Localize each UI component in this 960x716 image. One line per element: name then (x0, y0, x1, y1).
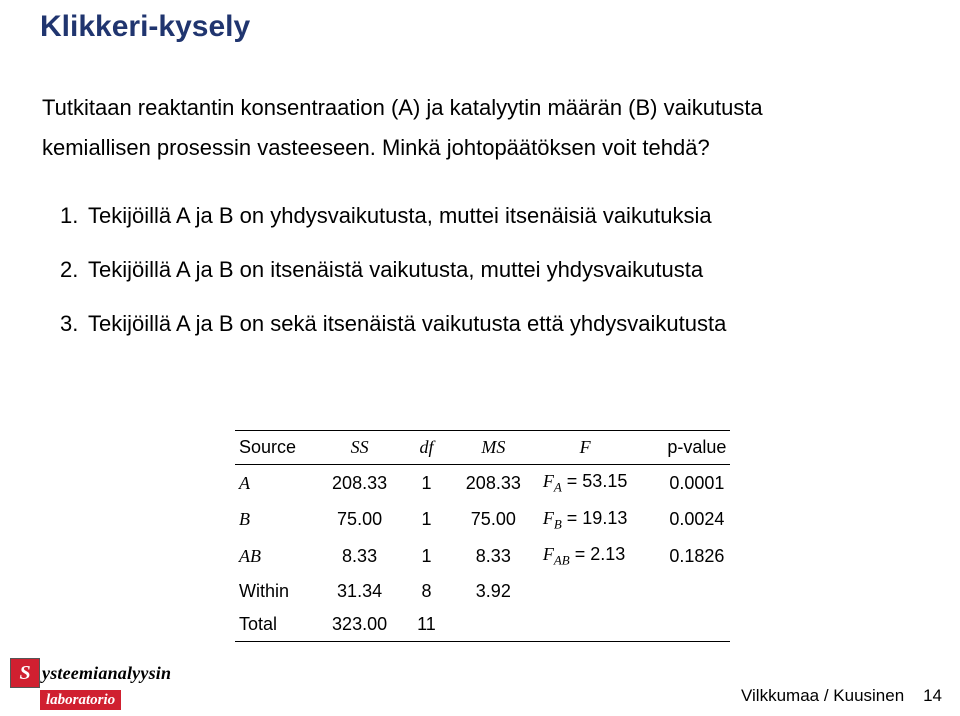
cell-source: B (235, 502, 320, 539)
th-ms: MS (454, 431, 539, 465)
cell-df: 1 (405, 538, 454, 575)
cell-df: 1 (405, 502, 454, 539)
cell-df: 1 (405, 465, 454, 502)
cell-p: 0.1826 (655, 538, 730, 575)
cell-f: FAB = 2.13 (539, 538, 655, 575)
cell-ms: 75.00 (454, 502, 539, 539)
cell-ss: 75.00 (320, 502, 405, 539)
list-text: Tekijöillä A ja B on itsenäistä vaikutus… (88, 254, 703, 286)
table-row: Within31.3483.92 (235, 575, 730, 608)
cell-ms (454, 608, 539, 642)
cell-source: AB (235, 538, 320, 575)
intro-line1-b: rän (B) vaikutusta (590, 95, 762, 120)
cell-source: A (235, 465, 320, 502)
list-item: 3. Tekijöillä A ja B on sekä itsenäistä … (60, 308, 920, 340)
logo-line1: ysteemianalyysin (42, 663, 171, 684)
intro-paragraph: Tutkitaan reaktantin konsentraation (A) … (42, 92, 922, 172)
cell-source: Within (235, 575, 320, 608)
anova-table: Source SS df MS F p-value A208.331208.33… (235, 430, 730, 642)
intro-line1-a: Tutkitaan reaktantin konsentraation (A) … (42, 95, 566, 120)
list-item: 1. Tekijöillä A ja B on yhdysvaikutusta,… (60, 200, 920, 232)
cell-ss: 8.33 (320, 538, 405, 575)
lab-logo: S ysteemianalyysin laboratorio (10, 658, 200, 710)
numbered-list: 1. Tekijöillä A ja B on yhdysvaikutusta,… (60, 200, 920, 362)
cell-ss: 323.00 (320, 608, 405, 642)
intro-line2: kemiallisen prosessin vasteeseen. Minkä … (42, 132, 922, 164)
list-text: Tekijöillä A ja B on yhdysvaikutusta, mu… (88, 200, 712, 232)
table-row: B75.00175.00FB = 19.130.0024 (235, 502, 730, 539)
cell-df: 8 (405, 575, 454, 608)
footer-text: Vilkkumaa / Kuusinen (741, 686, 904, 705)
list-num: 1. (60, 200, 88, 232)
th-f: F (539, 431, 655, 465)
th-source: Source (235, 431, 320, 465)
cell-df: 11 (405, 608, 454, 642)
table-row: Total323.0011 (235, 608, 730, 642)
cell-f: FB = 19.13 (539, 502, 655, 539)
th-ss: SS (320, 431, 405, 465)
th-p: p-value (655, 431, 730, 465)
cell-ss: 208.33 (320, 465, 405, 502)
cell-source: Total (235, 608, 320, 642)
cell-p (655, 608, 730, 642)
cell-p: 0.0001 (655, 465, 730, 502)
cell-p (655, 575, 730, 608)
cell-f (539, 608, 655, 642)
cell-ms: 8.33 (454, 538, 539, 575)
footer-page: 14 (923, 686, 942, 705)
cell-p: 0.0024 (655, 502, 730, 539)
intro-line1-mid: ää (566, 95, 590, 120)
list-item: 2. Tekijöillä A ja B on itsenäistä vaiku… (60, 254, 920, 286)
table-row: A208.331208.33FA = 53.150.0001 (235, 465, 730, 502)
logo-s-box: S (10, 658, 40, 688)
cell-ms: 208.33 (454, 465, 539, 502)
list-num: 3. (60, 308, 88, 340)
list-num: 2. (60, 254, 88, 286)
table-header-row: Source SS df MS F p-value (235, 431, 730, 465)
cell-ms: 3.92 (454, 575, 539, 608)
cell-f (539, 575, 655, 608)
logo-line2: laboratorio (40, 690, 121, 710)
list-text: Tekijöillä A ja B on sekä itsenäistä vai… (88, 308, 726, 340)
table-row: AB8.3318.33FAB = 2.130.1826 (235, 538, 730, 575)
footer: Vilkkumaa / Kuusinen 14 (741, 686, 942, 706)
page-title: Klikkeri-kysely (40, 10, 250, 44)
cell-f: FA = 53.15 (539, 465, 655, 502)
cell-ss: 31.34 (320, 575, 405, 608)
th-df: df (405, 431, 454, 465)
